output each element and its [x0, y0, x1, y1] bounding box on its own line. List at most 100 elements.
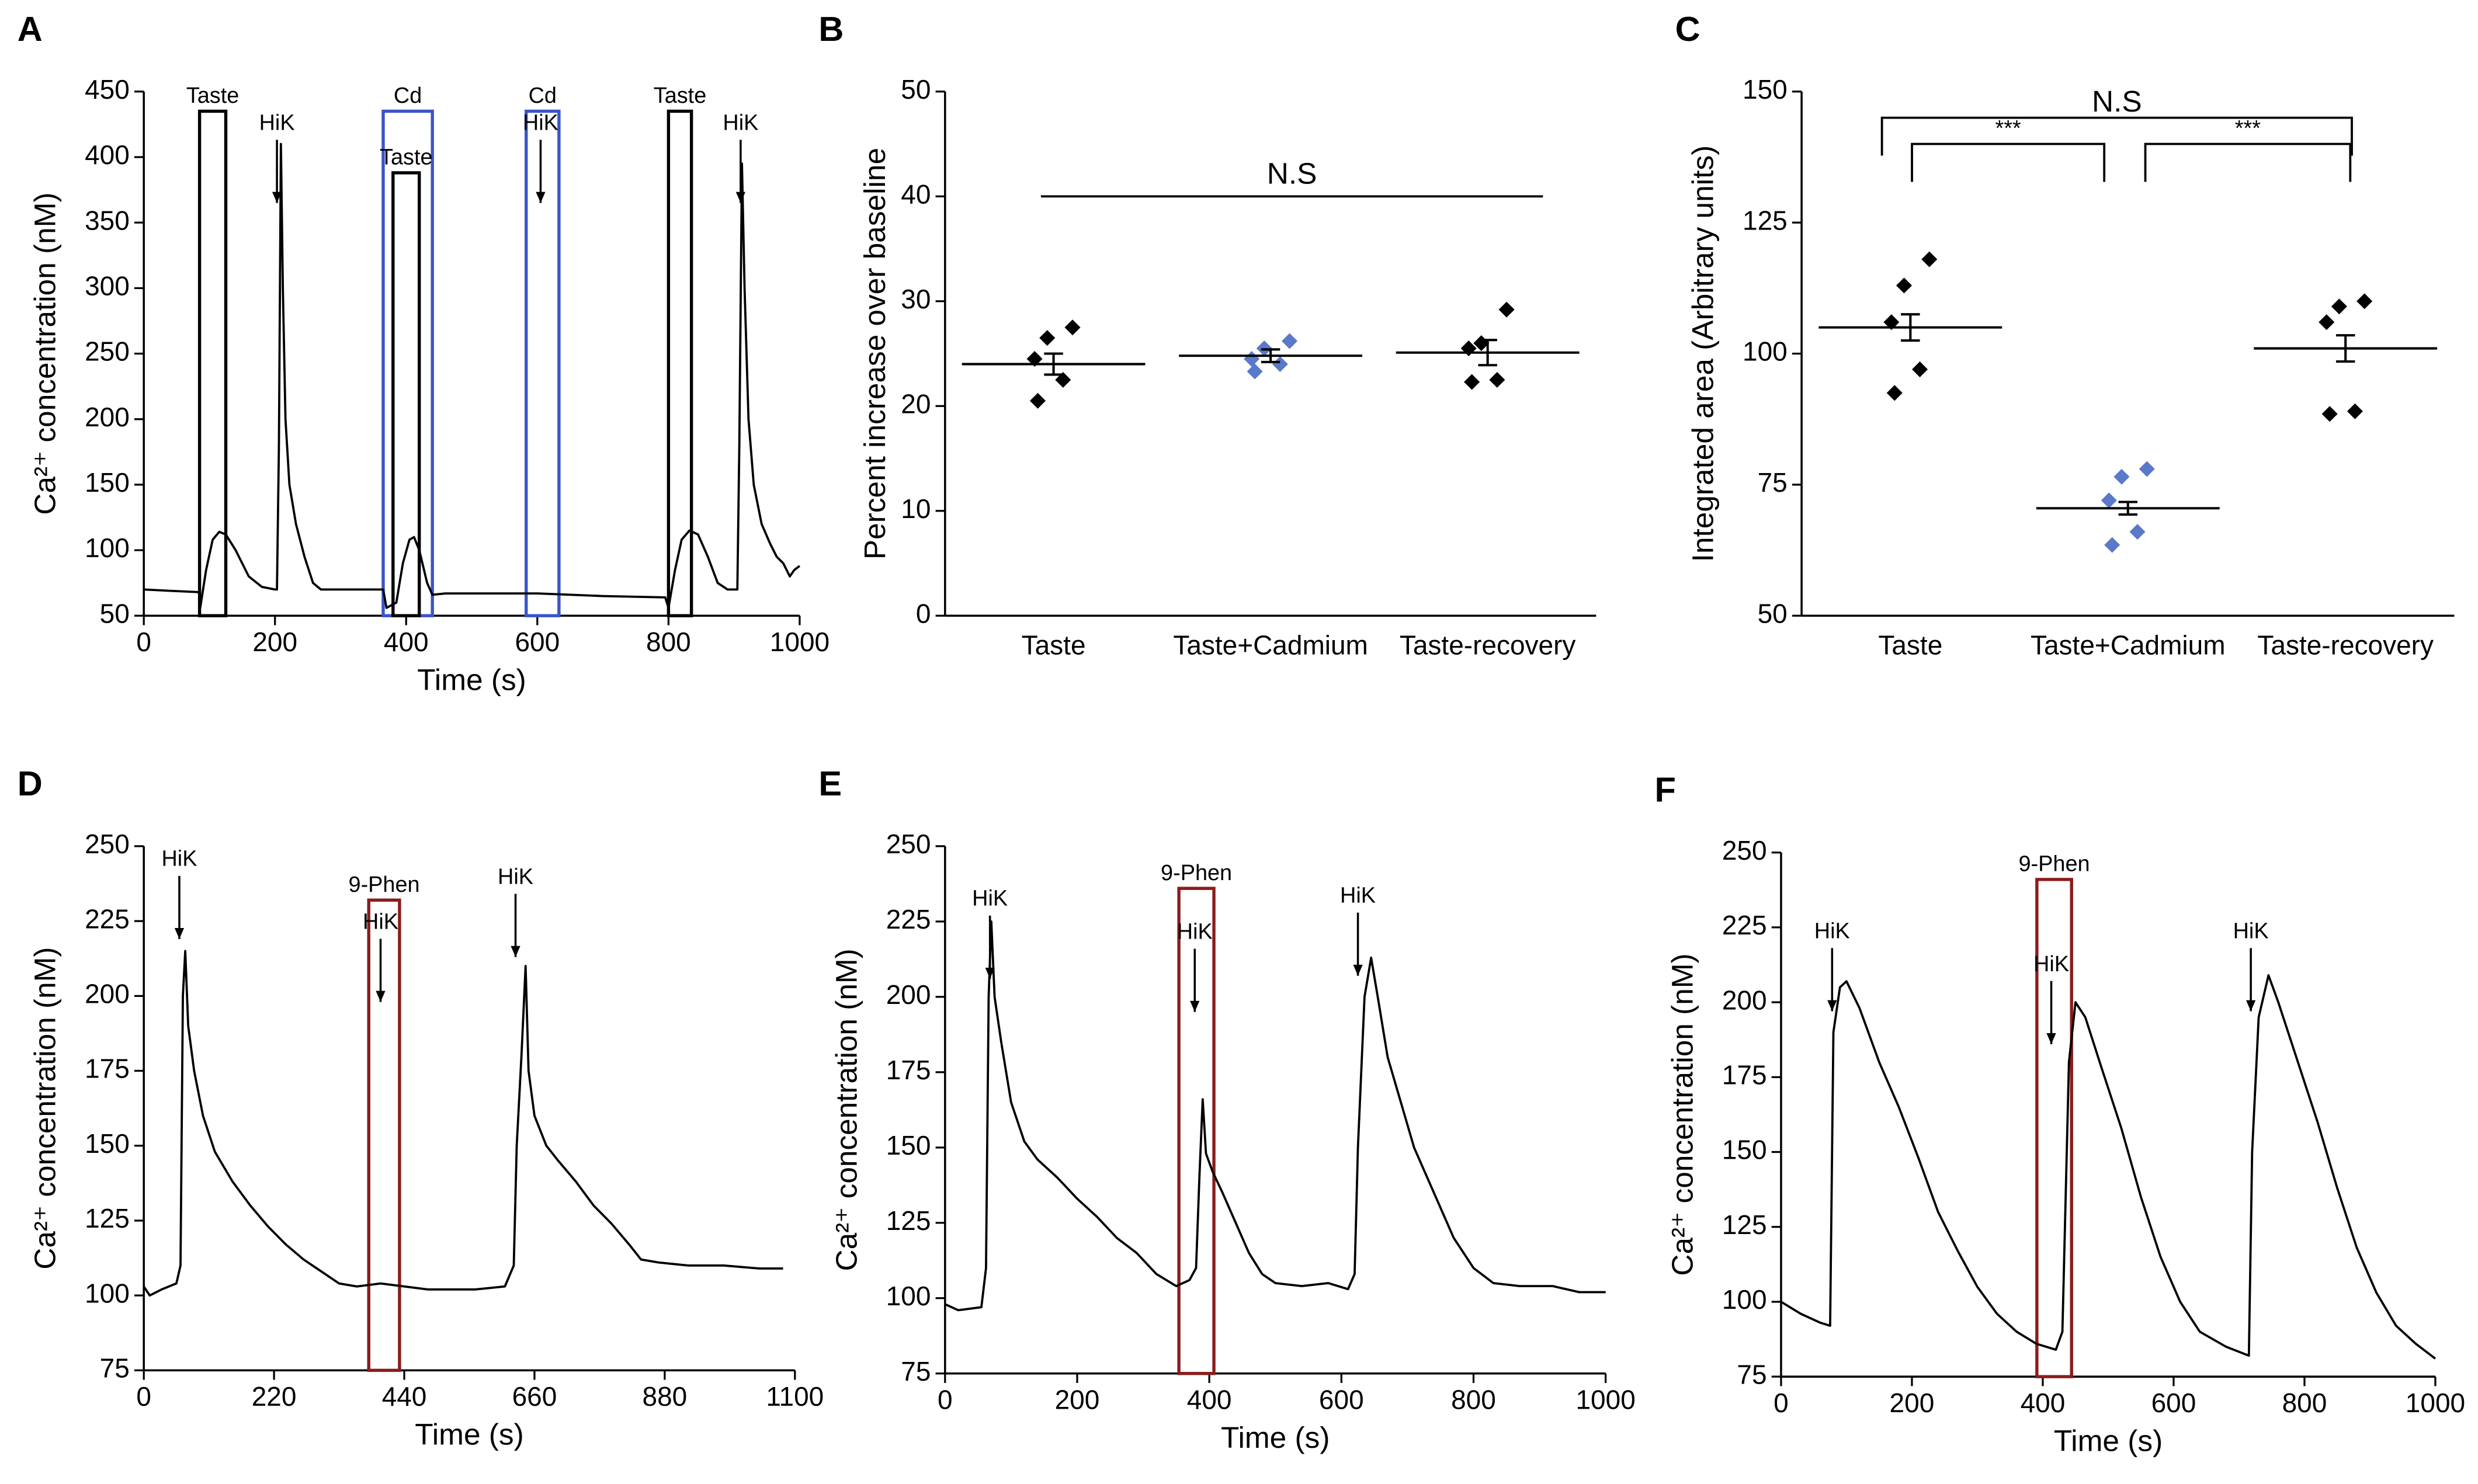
y-tick-label: 50 — [100, 598, 130, 628]
marker-label: HiK — [723, 110, 758, 135]
marker-label: HiK — [161, 847, 197, 871]
x-tick-label: 220 — [252, 1381, 297, 1412]
y-tick-label: 225 — [1722, 910, 1767, 940]
point — [1498, 301, 1515, 318]
y-tick-label: 250 — [85, 829, 130, 859]
point — [2321, 406, 2338, 422]
y-tick-label: 100 — [1743, 336, 1788, 367]
x-tick-label: 800 — [1451, 1385, 1496, 1415]
significance-label: N.S — [2092, 84, 2142, 118]
marker-arrowhead — [376, 991, 386, 1002]
point — [1055, 371, 1071, 388]
y-tick-label: 10 — [901, 493, 931, 524]
marker-label: HiK — [363, 909, 398, 934]
x-tick-label: 400 — [2021, 1388, 2066, 1418]
x-tick-label: 0 — [136, 627, 151, 657]
marker-label: HiK — [1177, 920, 1213, 944]
point — [1247, 363, 1263, 380]
marker-label: HiK — [1814, 919, 1850, 943]
stimulus-box — [2035, 878, 2073, 1378]
panel-letter: C — [1675, 9, 1700, 48]
point — [1912, 361, 1928, 377]
x-tick-label: Taste-recovery — [2257, 630, 2434, 660]
x-tick-label: 1000 — [1575, 1385, 1635, 1415]
stimulus-box — [197, 109, 228, 617]
point — [2104, 537, 2120, 553]
marker-arrowhead — [174, 927, 185, 939]
trace — [1780, 974, 2437, 1360]
y-tick-label: 175 — [1722, 1060, 1767, 1090]
y-axis-title: Percent increase over baseline — [858, 148, 891, 559]
significance-bracket — [2144, 143, 2352, 182]
y-tick-label: 225 — [85, 903, 130, 934]
stimulus-label: Taste — [380, 145, 432, 170]
stimulus-label: Cd — [394, 84, 422, 108]
point — [1272, 356, 1288, 372]
x-axis-title: Time (s) — [415, 1417, 524, 1451]
y-tick-label: 350 — [85, 205, 130, 235]
point — [1029, 392, 1046, 409]
x-tick-label: 600 — [515, 627, 560, 657]
stimulus-label: 9-Phen — [2018, 852, 2090, 877]
error-bar — [2335, 334, 2355, 363]
x-tick-label: 400 — [1187, 1385, 1232, 1415]
y-tick-label: 50 — [1758, 598, 1788, 628]
marker-label: HiK — [1340, 884, 1376, 908]
stimulus-label: 9-Phen — [349, 873, 420, 897]
point — [2113, 468, 2130, 485]
y-tick-label: 400 — [85, 140, 130, 170]
point — [1282, 333, 1298, 349]
marker-label: HiK — [259, 110, 295, 135]
x-tick-label: Taste+Cadmium — [2031, 630, 2226, 660]
stimulus-label: Taste — [186, 84, 239, 108]
panel-letter: D — [18, 764, 43, 803]
marker-arrowhead — [985, 967, 995, 979]
y-tick-label: 75 — [1758, 467, 1788, 498]
stimulus-label: 9-Phen — [1161, 861, 1232, 885]
x-axis-title: Time (s) — [1221, 1420, 1330, 1454]
y-axis-title: Integrated area (Arbitrary units) — [1686, 145, 1720, 562]
marker-label: HiK — [972, 887, 1008, 911]
x-tick-label: Taste-recovery — [1400, 630, 1576, 660]
marker-arrowhead — [2046, 1033, 2056, 1044]
y-tick-label: 150 — [85, 1128, 130, 1159]
x-tick-label: 440 — [382, 1381, 427, 1412]
y-tick-label: 150 — [886, 1130, 931, 1160]
y-tick-label: 75 — [901, 1356, 931, 1386]
y-axis-title: Ca²⁺ concentration (nM) — [1665, 953, 1699, 1276]
y-axis-title: Ca²⁺ concentration (nM) — [28, 192, 62, 515]
y-tick-label: 300 — [85, 270, 130, 301]
y-tick-label: 50 — [901, 74, 931, 105]
x-tick-label: 200 — [1055, 1385, 1100, 1415]
marker-arrowhead — [2246, 1000, 2256, 1012]
marker-arrowhead — [536, 192, 546, 203]
y-tick-label: 250 — [886, 829, 931, 859]
point — [2347, 403, 2363, 419]
x-tick-label: 1100 — [766, 1381, 824, 1412]
x-tick-label: 0 — [1774, 1388, 1789, 1418]
y-tick-label: 150 — [1743, 74, 1788, 105]
significance-bracket — [1880, 116, 2353, 156]
error-bar — [1901, 313, 1920, 342]
point — [2319, 314, 2335, 331]
error-bar — [1044, 352, 1063, 376]
marker-label: HiK — [523, 110, 558, 135]
y-tick-label: 100 — [85, 1278, 130, 1308]
stimulus-label: Cd — [529, 84, 557, 108]
y-tick-label: 200 — [886, 979, 931, 1010]
marker-arrowhead — [735, 192, 745, 203]
x-tick-label: 800 — [646, 627, 691, 657]
point — [2331, 298, 2347, 315]
error-bar — [1478, 339, 1497, 367]
y-tick-label: 20 — [901, 388, 931, 419]
marker-arrowhead — [1190, 1000, 1200, 1012]
trace — [143, 950, 783, 1297]
x-tick-label: Taste — [1022, 630, 1086, 660]
stimulus-box — [667, 109, 693, 617]
marker-label: HiK — [498, 865, 533, 889]
y-tick-label: 0 — [916, 598, 931, 628]
x-tick-label: 1000 — [770, 627, 830, 657]
point — [2139, 461, 2155, 477]
point — [2101, 492, 2117, 509]
